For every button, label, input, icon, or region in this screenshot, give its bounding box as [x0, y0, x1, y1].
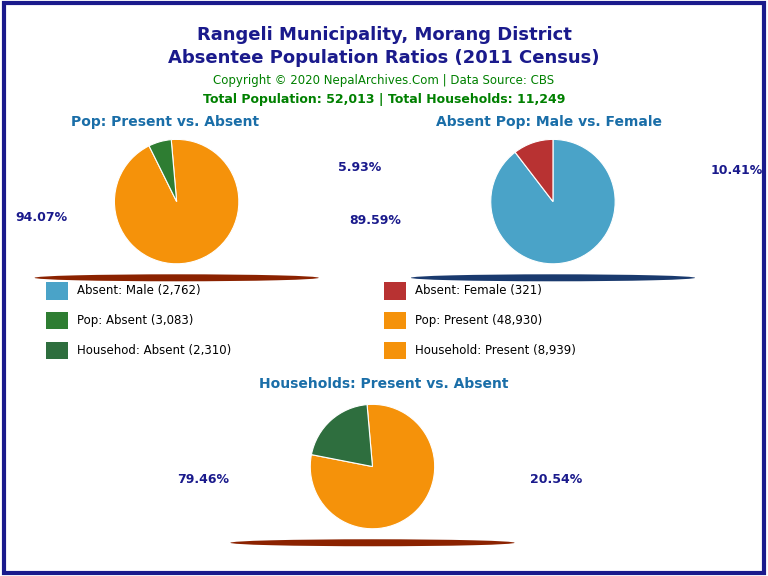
Text: Pop: Present vs. Absent: Pop: Present vs. Absent — [71, 115, 259, 129]
Wedge shape — [149, 139, 177, 202]
Text: Absentee Population Ratios (2011 Census): Absentee Population Ratios (2011 Census) — [168, 49, 600, 67]
Text: Household: Present (8,939): Household: Present (8,939) — [415, 344, 575, 357]
Wedge shape — [114, 139, 239, 264]
Text: Total Population: 52,013 | Total Households: 11,249: Total Population: 52,013 | Total Househo… — [203, 93, 565, 107]
Ellipse shape — [411, 274, 695, 281]
Text: Pop: Present (48,930): Pop: Present (48,930) — [415, 314, 542, 327]
Text: 94.07%: 94.07% — [15, 211, 68, 223]
Text: Househod: Absent (2,310): Househod: Absent (2,310) — [77, 344, 231, 357]
Text: 89.59%: 89.59% — [349, 214, 402, 227]
Text: Households: Present vs. Absent: Households: Present vs. Absent — [260, 377, 508, 391]
Text: Rangeli Municipality, Morang District: Rangeli Municipality, Morang District — [197, 26, 571, 44]
Text: 10.41%: 10.41% — [710, 164, 763, 177]
Text: Absent Pop: Male vs. Female: Absent Pop: Male vs. Female — [436, 115, 662, 129]
Text: 20.54%: 20.54% — [530, 472, 582, 486]
Text: Absent: Male (2,762): Absent: Male (2,762) — [77, 285, 200, 297]
Wedge shape — [312, 404, 372, 467]
Wedge shape — [515, 139, 553, 202]
Text: 79.46%: 79.46% — [177, 472, 229, 486]
Text: Copyright © 2020 NepalArchives.Com | Data Source: CBS: Copyright © 2020 NepalArchives.Com | Dat… — [214, 74, 554, 87]
Text: Absent: Female (321): Absent: Female (321) — [415, 285, 541, 297]
Ellipse shape — [35, 274, 319, 281]
Wedge shape — [491, 139, 615, 264]
Text: 5.93%: 5.93% — [338, 161, 381, 174]
Ellipse shape — [230, 539, 515, 546]
Wedge shape — [310, 404, 435, 529]
Text: Pop: Absent (3,083): Pop: Absent (3,083) — [77, 314, 194, 327]
